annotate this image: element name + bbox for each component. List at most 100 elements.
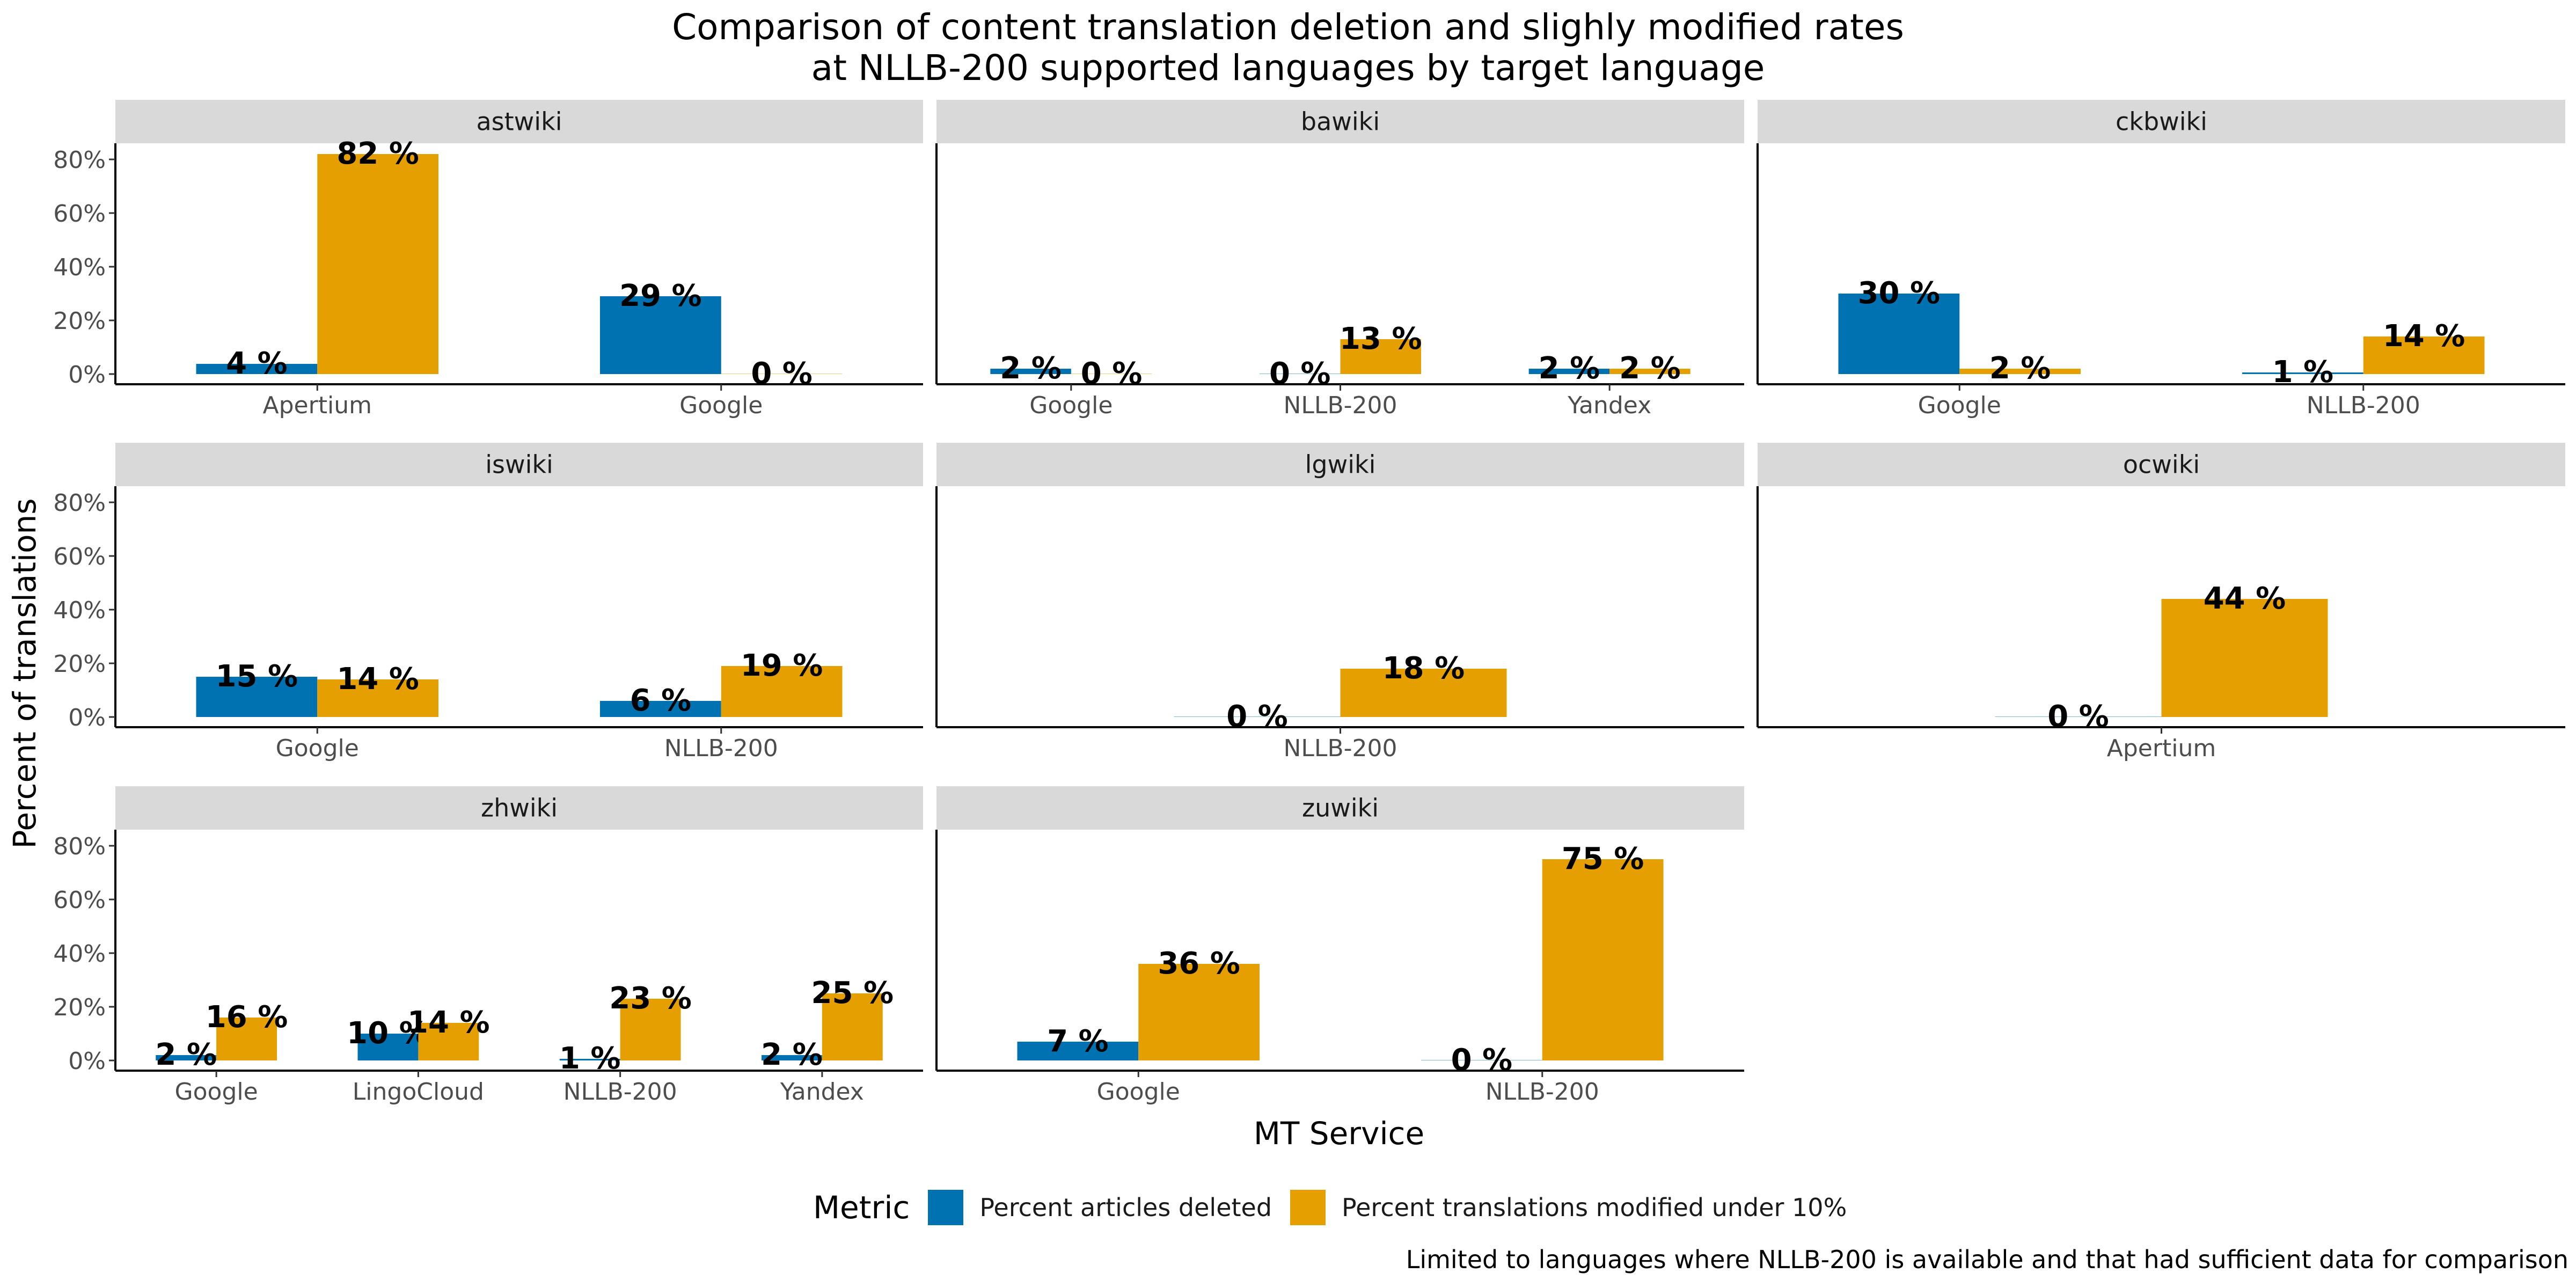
bar-bawiki-NLLB-200-s0 bbox=[1260, 374, 1341, 375]
bar-label-ckbwiki-Google-s1: 2 % bbox=[1989, 351, 2051, 386]
y-tick-label-astwiki-40: 40% bbox=[53, 254, 106, 281]
bar-label-zhwiki-LingoCloud-s1: 14 % bbox=[407, 1005, 490, 1040]
bar-ckbwiki-NLLB-200-s0 bbox=[2242, 372, 2363, 374]
legend-swatch-deleted bbox=[928, 1190, 964, 1225]
y-tick-label-astwiki-20: 20% bbox=[53, 308, 106, 335]
bar-zuwiki-NLLB-200-s1 bbox=[1542, 859, 1664, 1060]
bar-label-zhwiki-Yandex-s1: 25 % bbox=[811, 976, 894, 1011]
facet-strip-ocwiki bbox=[1758, 443, 2565, 486]
chart-title-line-1: Comparison of content translation deleti… bbox=[672, 6, 1904, 48]
bar-zuwiki-Google-s0 bbox=[1017, 1042, 1139, 1060]
x-tick-label-iswiki-NLLB-200: NLLB-200 bbox=[664, 735, 778, 762]
y-tick-label-iswiki-80: 80% bbox=[53, 489, 106, 517]
x-tick-label-bawiki-NLLB-200: NLLB-200 bbox=[1284, 392, 1397, 419]
bar-label-zhwiki-Yandex-s0: 2 % bbox=[761, 1037, 823, 1072]
y-tick-label-iswiki-20: 20% bbox=[53, 650, 106, 678]
bar-label-zuwiki-Google-s1: 36 % bbox=[1158, 946, 1240, 981]
bar-iswiki-NLLB-200-s0 bbox=[600, 701, 721, 717]
bar-label-zhwiki-NLLB-200-s0: 1 % bbox=[559, 1041, 621, 1076]
legend-title: Metric bbox=[813, 1189, 910, 1226]
facet-strip-zuwiki bbox=[936, 786, 1744, 830]
bar-label-astwiki-Google-s0: 29 % bbox=[619, 279, 702, 313]
x-tick-label-ocwiki-Apertium: Apertium bbox=[2107, 735, 2216, 762]
x-tick-label-astwiki-Apertium: Apertium bbox=[263, 392, 372, 419]
x-tick-label-zhwiki-LingoCloud: LingoCloud bbox=[353, 1078, 484, 1106]
bar-label-bawiki-Google-s0: 2 % bbox=[1000, 351, 1062, 386]
bar-label-lgwiki-NLLB-200-s1: 18 % bbox=[1382, 651, 1465, 686]
bar-zhwiki-Google-s1 bbox=[216, 1018, 277, 1060]
bar-label-ckbwiki-NLLB-200-s0: 1 % bbox=[2272, 355, 2334, 390]
bar-bawiki-Google-s0 bbox=[990, 369, 1071, 374]
bar-bawiki-NLLB-200-s1 bbox=[1340, 339, 1421, 374]
bar-astwiki-Google-s1 bbox=[721, 374, 843, 375]
x-tick-label-zuwiki-Google: Google bbox=[1097, 1078, 1180, 1106]
bar-bawiki-Yandex-s1 bbox=[1609, 369, 1690, 374]
bar-label-zhwiki-LingoCloud-s0: 10 % bbox=[347, 1016, 429, 1051]
bar-astwiki-Google-s0 bbox=[600, 296, 721, 374]
x-tick-label-iswiki-Google: Google bbox=[276, 735, 359, 762]
bar-label-zhwiki-Google-s1: 16 % bbox=[206, 1000, 288, 1035]
bar-zhwiki-Yandex-s0 bbox=[762, 1055, 822, 1060]
bar-label-bawiki-NLLB-200-s1: 13 % bbox=[1340, 321, 1422, 356]
bar-label-zhwiki-Google-s0: 2 % bbox=[155, 1037, 217, 1072]
x-tick-label-zuwiki-NLLB-200: NLLB-200 bbox=[1485, 1078, 1599, 1106]
x-tick-label-lgwiki-NLLB-200: NLLB-200 bbox=[1284, 735, 1397, 762]
y-tick-label-iswiki-60: 60% bbox=[53, 543, 106, 570]
legend-label-modified: Percent translations modified under 10% bbox=[1342, 1193, 1847, 1222]
y-tick-label-astwiki-0: 0% bbox=[68, 361, 106, 389]
facet-strip-zhwiki bbox=[115, 786, 923, 830]
bar-zhwiki-NLLB-200-s0 bbox=[559, 1059, 620, 1060]
bar-zhwiki-Google-s0 bbox=[156, 1055, 217, 1060]
bar-label-bawiki-Yandex-s1: 2 % bbox=[1619, 351, 1681, 386]
bar-label-iswiki-Google-s1: 14 % bbox=[336, 662, 419, 697]
facet-strip-label-lgwiki: lgwiki bbox=[1305, 450, 1376, 479]
facet-strip-label-astwiki: astwiki bbox=[476, 107, 562, 136]
bar-iswiki-Google-s0 bbox=[196, 677, 318, 717]
bar-bawiki-Google-s1 bbox=[1071, 374, 1152, 375]
bar-lgwiki-NLLB-200-s1 bbox=[1340, 669, 1507, 717]
bar-label-iswiki-Google-s0: 15 % bbox=[216, 659, 298, 694]
x-axis-title: MT Service bbox=[1253, 1115, 1425, 1152]
bar-zhwiki-LingoCloud-s0 bbox=[357, 1034, 419, 1060]
legend-label-deleted: Percent articles deleted bbox=[979, 1193, 1272, 1222]
facet-strip-label-ocwiki: ocwiki bbox=[2123, 450, 2200, 479]
bar-ckbwiki-NLLB-200-s1 bbox=[2363, 336, 2485, 374]
y-tick-label-zhwiki-20: 20% bbox=[53, 994, 106, 1021]
legend: Metric Percent articles deleted Percent … bbox=[813, 1186, 1865, 1229]
bar-ocwiki-Apertium-s0 bbox=[1995, 716, 2162, 717]
bar-zhwiki-NLLB-200-s1 bbox=[620, 999, 681, 1060]
y-tick-label-astwiki-80: 80% bbox=[53, 147, 106, 174]
bar-zuwiki-Google-s1 bbox=[1138, 964, 1260, 1060]
bar-zhwiki-Yandex-s1 bbox=[822, 993, 883, 1060]
bar-label-ckbwiki-Google-s0: 30 % bbox=[1858, 276, 1941, 311]
facet-strip-label-iswiki: iswiki bbox=[485, 450, 553, 479]
bar-ocwiki-Apertium-s1 bbox=[2161, 599, 2328, 717]
bar-label-bawiki-Google-s1: 0 % bbox=[1081, 356, 1143, 391]
y-tick-label-zhwiki-40: 40% bbox=[53, 940, 106, 968]
y-axis-title: Percent of translations bbox=[6, 498, 43, 849]
x-tick-label-zhwiki-Google: Google bbox=[175, 1078, 258, 1106]
x-tick-label-zhwiki-Yandex: Yandex bbox=[780, 1078, 864, 1106]
facet-strip-iswiki bbox=[115, 443, 923, 486]
facet-strip-label-bawiki: bawiki bbox=[1301, 107, 1380, 136]
bar-ckbwiki-Google-s0 bbox=[1838, 294, 1960, 374]
bar-label-lgwiki-NLLB-200-s0: 0 % bbox=[1226, 699, 1288, 734]
x-tick-label-ckbwiki-Google: Google bbox=[1918, 392, 2001, 419]
y-tick-label-zhwiki-0: 0% bbox=[68, 1048, 106, 1075]
y-tick-label-iswiki-40: 40% bbox=[53, 597, 106, 624]
y-tick-label-zhwiki-80: 80% bbox=[53, 833, 106, 860]
bar-astwiki-Apertium-s1 bbox=[317, 154, 438, 374]
x-tick-label-astwiki-Google: Google bbox=[679, 392, 763, 419]
bar-iswiki-Google-s1 bbox=[317, 679, 438, 717]
legend-entry-deleted: Percent articles deleted bbox=[928, 1190, 1272, 1225]
chart-title-line-2: at NLLB-200 supported languages by targe… bbox=[811, 47, 1765, 89]
bar-ckbwiki-Google-s1 bbox=[1959, 369, 2081, 374]
bar-iswiki-NLLB-200-s1 bbox=[721, 666, 843, 717]
bar-label-astwiki-Apertium-s1: 82 % bbox=[336, 136, 419, 171]
facet-strip-ckbwiki bbox=[1758, 100, 2565, 143]
bar-label-iswiki-NLLB-200-s1: 19 % bbox=[741, 648, 823, 683]
x-tick-label-bawiki-Google: Google bbox=[1029, 392, 1113, 419]
bar-label-ocwiki-Apertium-s0: 0 % bbox=[2047, 699, 2109, 734]
